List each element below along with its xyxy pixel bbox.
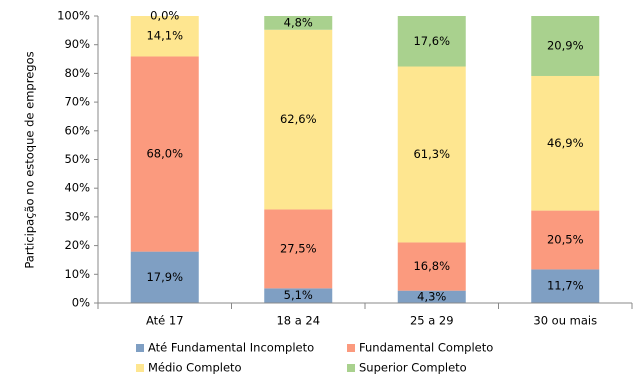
y-tick-label: 0% xyxy=(72,296,90,310)
y-tick-label: 10% xyxy=(64,267,90,281)
bar-segment xyxy=(264,29,333,210)
bar-segment xyxy=(531,210,600,270)
bar-segment xyxy=(531,269,600,303)
data-label: 61,3% xyxy=(413,147,450,161)
data-label: 0,0% xyxy=(150,9,179,23)
x-tick-label: 18 a 24 xyxy=(276,314,320,328)
legend-swatch xyxy=(347,344,355,352)
y-axis-label: Participação no estoque de empregos xyxy=(23,51,37,268)
data-label: 16,8% xyxy=(413,259,450,273)
data-label: 68,0% xyxy=(146,147,183,161)
bar-segment xyxy=(130,16,199,57)
bar-segment xyxy=(130,56,199,252)
bar-segment xyxy=(264,209,333,289)
data-label: 14,1% xyxy=(146,29,183,43)
bar-segment xyxy=(397,16,466,67)
data-label: 17,9% xyxy=(146,270,183,284)
legend-label: Médio Completo xyxy=(148,361,242,375)
y-tick-label: 100% xyxy=(57,9,90,23)
legend-swatch xyxy=(136,344,144,352)
bar-segment xyxy=(397,66,466,243)
bar-segment xyxy=(397,290,466,303)
bar-segment xyxy=(531,16,600,76)
data-label: 4,8% xyxy=(284,15,313,29)
y-tick-label: 50% xyxy=(64,152,90,166)
x-tick-label: Até 17 xyxy=(146,314,184,328)
data-label: 17,6% xyxy=(413,34,450,48)
bar-segment xyxy=(264,16,333,30)
legend-swatch xyxy=(347,364,355,372)
bar-segment xyxy=(264,288,333,303)
y-tick-label: 90% xyxy=(64,37,90,51)
x-tick-label: 30 ou mais xyxy=(533,314,597,328)
y-tick-label: 40% xyxy=(64,181,90,195)
data-label: 20,9% xyxy=(547,38,584,52)
data-label: 4,3% xyxy=(417,289,446,303)
data-label: 20,5% xyxy=(547,233,584,247)
bar-segment xyxy=(397,242,466,291)
data-label: 5,1% xyxy=(284,288,313,302)
y-tick-label: 80% xyxy=(64,66,90,80)
legend-label: Até Fundamental Incompleto xyxy=(148,341,314,355)
legend-swatch xyxy=(136,364,144,372)
y-tick-label: 60% xyxy=(64,123,90,137)
x-tick-label: 25 a 29 xyxy=(410,314,454,328)
y-tick-label: 30% xyxy=(64,209,90,223)
legend-label: Superior Completo xyxy=(359,361,467,375)
bar-segment xyxy=(531,75,600,211)
legend-label: Fundamental Completo xyxy=(359,341,493,355)
y-tick-label: 20% xyxy=(64,238,90,252)
data-label: 46,9% xyxy=(547,136,584,150)
y-tick-label: 70% xyxy=(64,95,90,109)
data-label: 11,7% xyxy=(547,279,584,293)
data-label: 27,5% xyxy=(280,241,317,255)
bar-segment xyxy=(130,251,199,303)
data-label: 62,6% xyxy=(280,112,317,126)
